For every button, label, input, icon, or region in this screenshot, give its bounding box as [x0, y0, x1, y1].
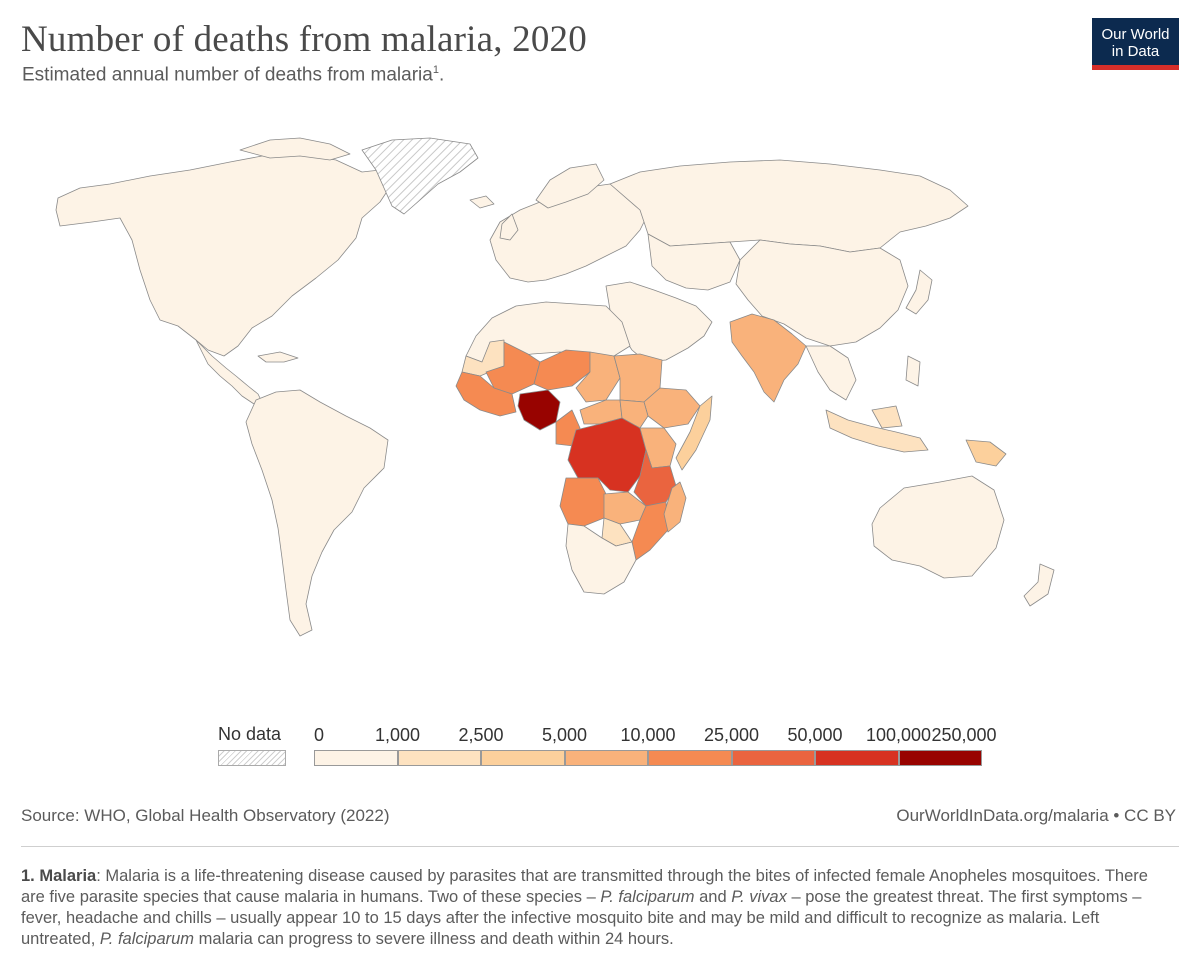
legend-tick-label: 100,000: [865, 725, 932, 745]
region-south-america[interactable]: [245, 389, 389, 637]
region-canada-islands[interactable]: [239, 137, 351, 161]
legend-tick-label: 1,000: [374, 725, 421, 745]
region-india[interactable]: [729, 313, 807, 403]
region-uk[interactable]: [499, 213, 519, 241]
footnote-text-1: : Malaria is a life-threatening disease …: [21, 867, 1148, 906]
credit-link[interactable]: OurWorldInData.org/malaria • CC BY: [896, 806, 1176, 825]
footnote: 1. Malaria: Malaria is a life-threatenin…: [21, 866, 1171, 950]
region-north-america[interactable]: [55, 153, 393, 357]
footnote-species-1: P. falciparum: [600, 888, 695, 906]
legend-bin[interactable]: [314, 750, 398, 766]
legend-tick-label: 5,000: [541, 725, 588, 745]
region-new-zealand[interactable]: [1023, 563, 1055, 607]
region-greenland[interactable]: [361, 137, 479, 215]
region-nigeria[interactable]: [517, 389, 561, 431]
region-angola[interactable]: [559, 477, 607, 527]
footnote-species-2: P. vivax: [731, 888, 787, 906]
legend-no-data-label: No data: [218, 724, 282, 744]
legend-tick-label: 25,000: [703, 725, 760, 745]
region-papua-new-guinea[interactable]: [965, 439, 1007, 467]
legend-bin[interactable]: [481, 750, 565, 766]
legend-bin[interactable]: [731, 750, 815, 766]
legend-bin[interactable]: [898, 750, 982, 766]
region-madagascar[interactable]: [663, 481, 687, 533]
legend-tick-label: 250,000: [931, 725, 997, 745]
legend-tick-label: 0: [314, 725, 325, 745]
subtitle-text: Estimated annual number of deaths from m…: [22, 64, 433, 86]
region-central-asia[interactable]: [647, 233, 741, 291]
footnote-text-2: and: [694, 888, 732, 906]
chart-subtitle: Estimated annual number of deaths from m…: [22, 64, 444, 86]
legend-bin[interactable]: [815, 750, 899, 766]
legend-tick-label: 50,000: [787, 725, 843, 745]
region-borneo[interactable]: [871, 405, 903, 429]
region-southeast-asia[interactable]: [805, 345, 857, 401]
footnote-ref[interactable]: 1: [432, 64, 439, 76]
region-somalia[interactable]: [675, 395, 713, 471]
region-west-africa-coast[interactable]: [455, 371, 517, 417]
source-text: Source: WHO, Global Health Observatory (…: [21, 806, 390, 825]
region-niger[interactable]: [533, 349, 591, 391]
footnote-text-3: – pose the greatest threat. The first sy…: [21, 888, 1142, 948]
region-iceland[interactable]: [469, 195, 495, 209]
footnote-label: 1. Malaria: [21, 867, 97, 885]
region-china[interactable]: [735, 239, 909, 347]
owid-logo[interactable]: Our World in Data: [1092, 18, 1179, 70]
footnote-species-3: P. falciparum: [99, 930, 195, 948]
region-japan[interactable]: [905, 269, 933, 315]
legend-bin[interactable]: [648, 750, 732, 766]
legend-no-data-swatch[interactable]: [218, 750, 286, 766]
world-map: [55, 137, 1055, 637]
divider: [21, 846, 1179, 847]
region-southern-africa[interactable]: [565, 523, 637, 595]
region-russia[interactable]: [609, 159, 969, 253]
region-australia[interactable]: [871, 475, 1005, 579]
chart-title: Number of deaths from malaria, 2020: [21, 19, 587, 60]
legend-bin[interactable]: [397, 750, 481, 766]
region-cuba[interactable]: [257, 351, 299, 363]
region-philippines[interactable]: [905, 355, 921, 387]
subtitle-end: .: [438, 64, 445, 86]
logo-line-1: Our World: [1101, 26, 1170, 43]
region-scandinavia[interactable]: [535, 163, 605, 209]
map-legend: No data 0 1,000 2,500 5,000 10,000 25,000 50,0…: [0, 720, 1200, 780]
legend-tick-label: 10,000: [620, 725, 676, 745]
region-indonesia[interactable]: [825, 409, 929, 453]
logo-line-2: in Data: [1111, 43, 1160, 60]
legend-bin[interactable]: [564, 750, 648, 766]
legend-tick-label: 2,500: [458, 725, 504, 745]
footnote-text-4: malaria can progress to severe illness a…: [194, 930, 674, 948]
